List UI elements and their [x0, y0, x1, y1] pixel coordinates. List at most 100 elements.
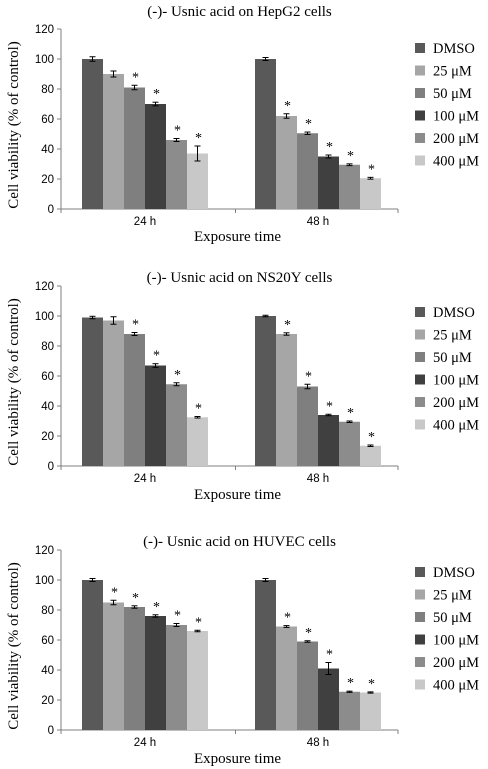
significance-marker: *	[305, 369, 312, 384]
error-bar	[367, 691, 374, 694]
legend-swatch	[415, 679, 425, 690]
y-tick-label: 20	[41, 431, 54, 443]
legend-item: 200 μM	[415, 131, 479, 147]
error-bar	[304, 383, 311, 390]
significance-marker: *	[368, 430, 375, 445]
y-tick-label: 60	[41, 114, 54, 126]
error-bar	[152, 614, 159, 618]
x-axis-label: Exposure time	[194, 229, 281, 245]
significance-marker: *	[347, 149, 354, 164]
y-tick-label: 20	[41, 174, 54, 186]
legend-item: 50 μM	[415, 86, 472, 102]
bar	[360, 445, 381, 466]
significance-marker: *	[132, 70, 139, 85]
bar	[82, 580, 103, 730]
legend-label: 25 μM	[433, 588, 472, 604]
legend-swatch	[415, 657, 425, 667]
error-bar	[152, 363, 159, 368]
legend-swatch	[415, 612, 425, 622]
bar	[166, 384, 187, 466]
legend-label: 100 μM	[433, 373, 479, 389]
chart-title: (-)- Usnic acid on HepG2 cells	[147, 4, 332, 20]
bar	[255, 59, 276, 209]
y-tick-label: 0	[48, 461, 54, 473]
y-tick-label: 120	[35, 281, 54, 293]
bar	[276, 116, 297, 209]
y-tick-label: 60	[41, 635, 54, 647]
y-tick-label: 0	[48, 725, 54, 737]
y-tick-label: 120	[35, 24, 54, 36]
bar	[103, 320, 124, 466]
bar	[360, 178, 381, 209]
legend-swatch	[415, 307, 425, 317]
legend-item: 400 μM	[415, 154, 479, 170]
significance-marker: *	[174, 368, 181, 383]
error-bar	[89, 56, 96, 62]
error-bar	[131, 84, 138, 91]
error-bar	[304, 131, 311, 135]
y-tick-label: 100	[35, 575, 54, 587]
bar	[318, 415, 339, 466]
bar	[82, 317, 103, 466]
y-tick-label: 40	[41, 401, 54, 413]
x-tick-label: 24 h	[134, 473, 156, 485]
y-tick-label: 0	[48, 204, 54, 216]
legend-label: 50 μM	[433, 610, 472, 626]
legend-swatch	[415, 397, 425, 407]
legend-item: 25 μM	[415, 588, 472, 604]
significance-marker: *	[111, 585, 118, 600]
bar	[255, 580, 276, 730]
y-tick-label: 80	[41, 605, 54, 617]
legend-label: DMSO	[433, 305, 475, 321]
y-tick-label: 100	[35, 54, 54, 66]
significance-marker: *	[305, 117, 312, 132]
bar	[276, 626, 297, 730]
legend-swatch	[415, 589, 425, 600]
error-bar	[194, 629, 201, 633]
bar	[297, 641, 318, 730]
error-bar	[346, 420, 353, 423]
error-bar	[304, 640, 311, 643]
y-axis-label: Cell viability (% of control)	[6, 41, 22, 208]
legend-label: 25 μM	[433, 64, 472, 80]
significance-marker: *	[132, 318, 139, 333]
bar	[339, 421, 360, 466]
legend-swatch	[415, 43, 425, 53]
x-tick-label: 48 h	[307, 473, 329, 485]
bar	[318, 668, 339, 730]
significance-marker: *	[174, 124, 181, 139]
x-tick-label: 48 h	[307, 737, 329, 749]
significance-marker: *	[195, 615, 202, 630]
error-bar	[325, 154, 332, 159]
bar	[145, 104, 166, 209]
legend-item: 50 μM	[415, 610, 472, 626]
y-tick-label: 20	[41, 695, 54, 707]
legend-label: 200 μM	[433, 655, 479, 671]
significance-marker: *	[153, 349, 160, 364]
legend-swatch	[415, 110, 425, 121]
bar	[318, 156, 339, 209]
legend-item: 400 μM	[415, 678, 479, 694]
significance-marker: *	[132, 591, 139, 606]
significance-marker: *	[195, 131, 202, 146]
legend-label: DMSO	[433, 41, 475, 57]
legend: DMSO 25 μM 50 μM 100 μM 200 μM 400 μM	[415, 305, 479, 434]
error-bar	[89, 315, 96, 320]
error-bar	[110, 316, 117, 325]
legend-label: 200 μM	[433, 395, 479, 411]
significance-marker: *	[326, 399, 333, 414]
significance-marker: *	[195, 402, 202, 417]
legend-swatch	[415, 352, 425, 362]
x-tick-label: 24 h	[134, 216, 156, 228]
y-axis-label: Cell viability (% of control)	[6, 298, 22, 465]
legend-item: 400 μM	[415, 418, 479, 434]
bar	[124, 607, 145, 730]
chart-title: (-)- Usnic acid on NS20Y cells	[147, 270, 333, 286]
error-bar	[367, 444, 374, 447]
legend-item: 200 μM	[415, 655, 479, 671]
error-bar	[346, 163, 353, 167]
bar	[187, 631, 208, 730]
legend-label: 100 μM	[433, 109, 479, 125]
y-tick-label: 40	[41, 144, 54, 156]
